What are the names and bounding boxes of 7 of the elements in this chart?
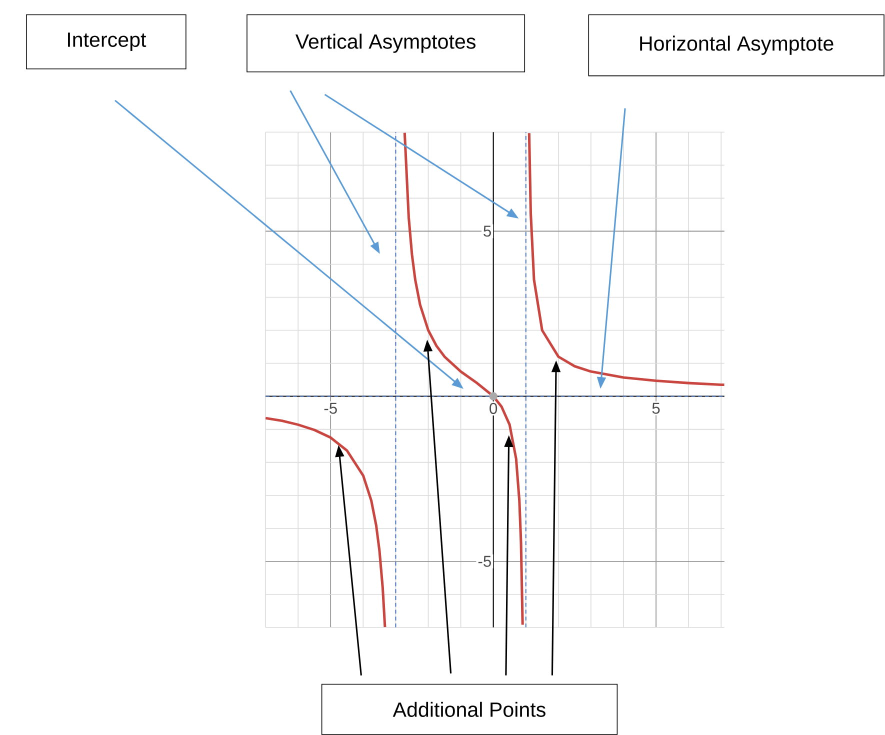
text: Vertical Asymptotes xyxy=(295,33,476,53)
text: Intercept xyxy=(68,32,146,51)
x-tick-label: 5 xyxy=(652,402,660,414)
text: Horizontal Asymptote xyxy=(640,35,834,55)
text: Additional Points xyxy=(392,702,546,717)
x-tick-label: 0 xyxy=(490,402,498,414)
x-tick-label: -5 xyxy=(324,402,337,414)
